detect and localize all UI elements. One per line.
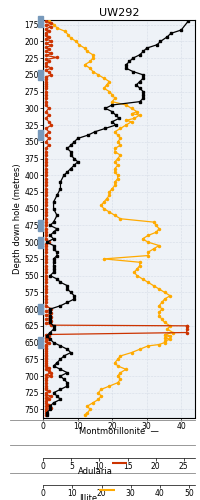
Y-axis label: Depth down hole (metres): Depth down hole (metres)	[13, 164, 22, 274]
Bar	[38, 70, 43, 80]
Title: UW292: UW292	[98, 8, 139, 18]
Text: Illite: Illite	[79, 494, 97, 500]
Bar	[38, 130, 43, 140]
Bar	[38, 237, 43, 248]
Bar	[38, 16, 43, 26]
Bar	[38, 337, 43, 348]
Text: Adularia: Adularia	[78, 466, 112, 475]
Bar	[38, 220, 43, 231]
Bar	[38, 304, 43, 314]
Text: Montmorillonite  —: Montmorillonite —	[78, 426, 158, 436]
